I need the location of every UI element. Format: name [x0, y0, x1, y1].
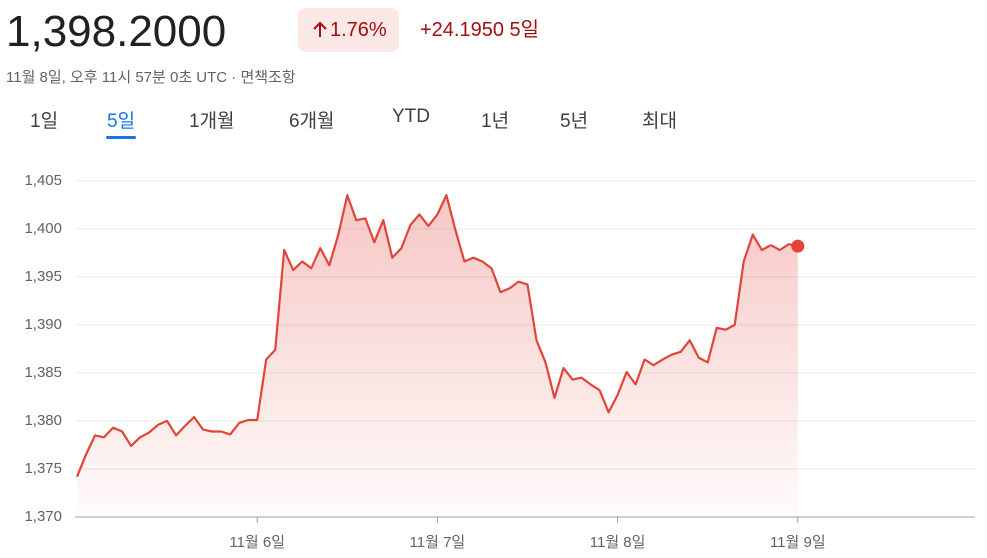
x-tick-label: 11월 6일 — [229, 534, 285, 551]
x-tick-label: 11월 8일 — [590, 534, 646, 551]
last-point — [791, 239, 805, 253]
y-tick-label: 1,375 — [24, 460, 62, 477]
y-tick-label: 1,400 — [24, 220, 62, 237]
area — [77, 195, 798, 517]
change: +24.1950 5일 — [420, 8, 539, 52]
range-tab[interactable]: YTD — [392, 106, 430, 127]
period: 5일 — [509, 19, 540, 41]
price: 1,398.2000 — [6, 7, 227, 56]
timestamp-row: 11월 8일, 오후 11시 57분 0초 UTC · 면책조항 — [6, 66, 296, 87]
range-tab[interactable]: 5년 — [560, 106, 588, 133]
y-tick-label: 1,385 — [24, 364, 62, 381]
y-tick-label: 1,395 — [24, 268, 62, 285]
arrow-up-icon — [313, 21, 327, 37]
range-tab[interactable]: 최대 — [642, 106, 677, 133]
y-tick-label: 1,390 — [24, 316, 62, 333]
disclaimer-link[interactable]: 면책조항 — [240, 69, 296, 86]
timestamp: 11월 8일, 오후 11시 57분 0초 UTC · — [6, 69, 241, 86]
change-percent: 1.76% — [330, 19, 387, 41]
range-tab[interactable]: 5일 — [105, 106, 137, 139]
change-badge: 1.76% — [298, 8, 399, 52]
range-tab[interactable]: 1년 — [481, 106, 509, 133]
range-tab[interactable]: 1일 — [30, 106, 58, 133]
x-tick-label: 11월 7일 — [410, 534, 466, 551]
change-value: +24.1950 — [420, 19, 504, 41]
price-line — [75, 194, 799, 478]
y-tick-label: 1,380 — [24, 412, 62, 429]
x-tick-label: 11월 9일 — [770, 534, 826, 551]
range-tab[interactable]: 1개월 — [189, 106, 235, 133]
y-tick-label: 1,370 — [24, 508, 62, 525]
range-tab[interactable]: 6개월 — [289, 106, 335, 133]
y-tick-label: 1,405 — [24, 172, 62, 189]
